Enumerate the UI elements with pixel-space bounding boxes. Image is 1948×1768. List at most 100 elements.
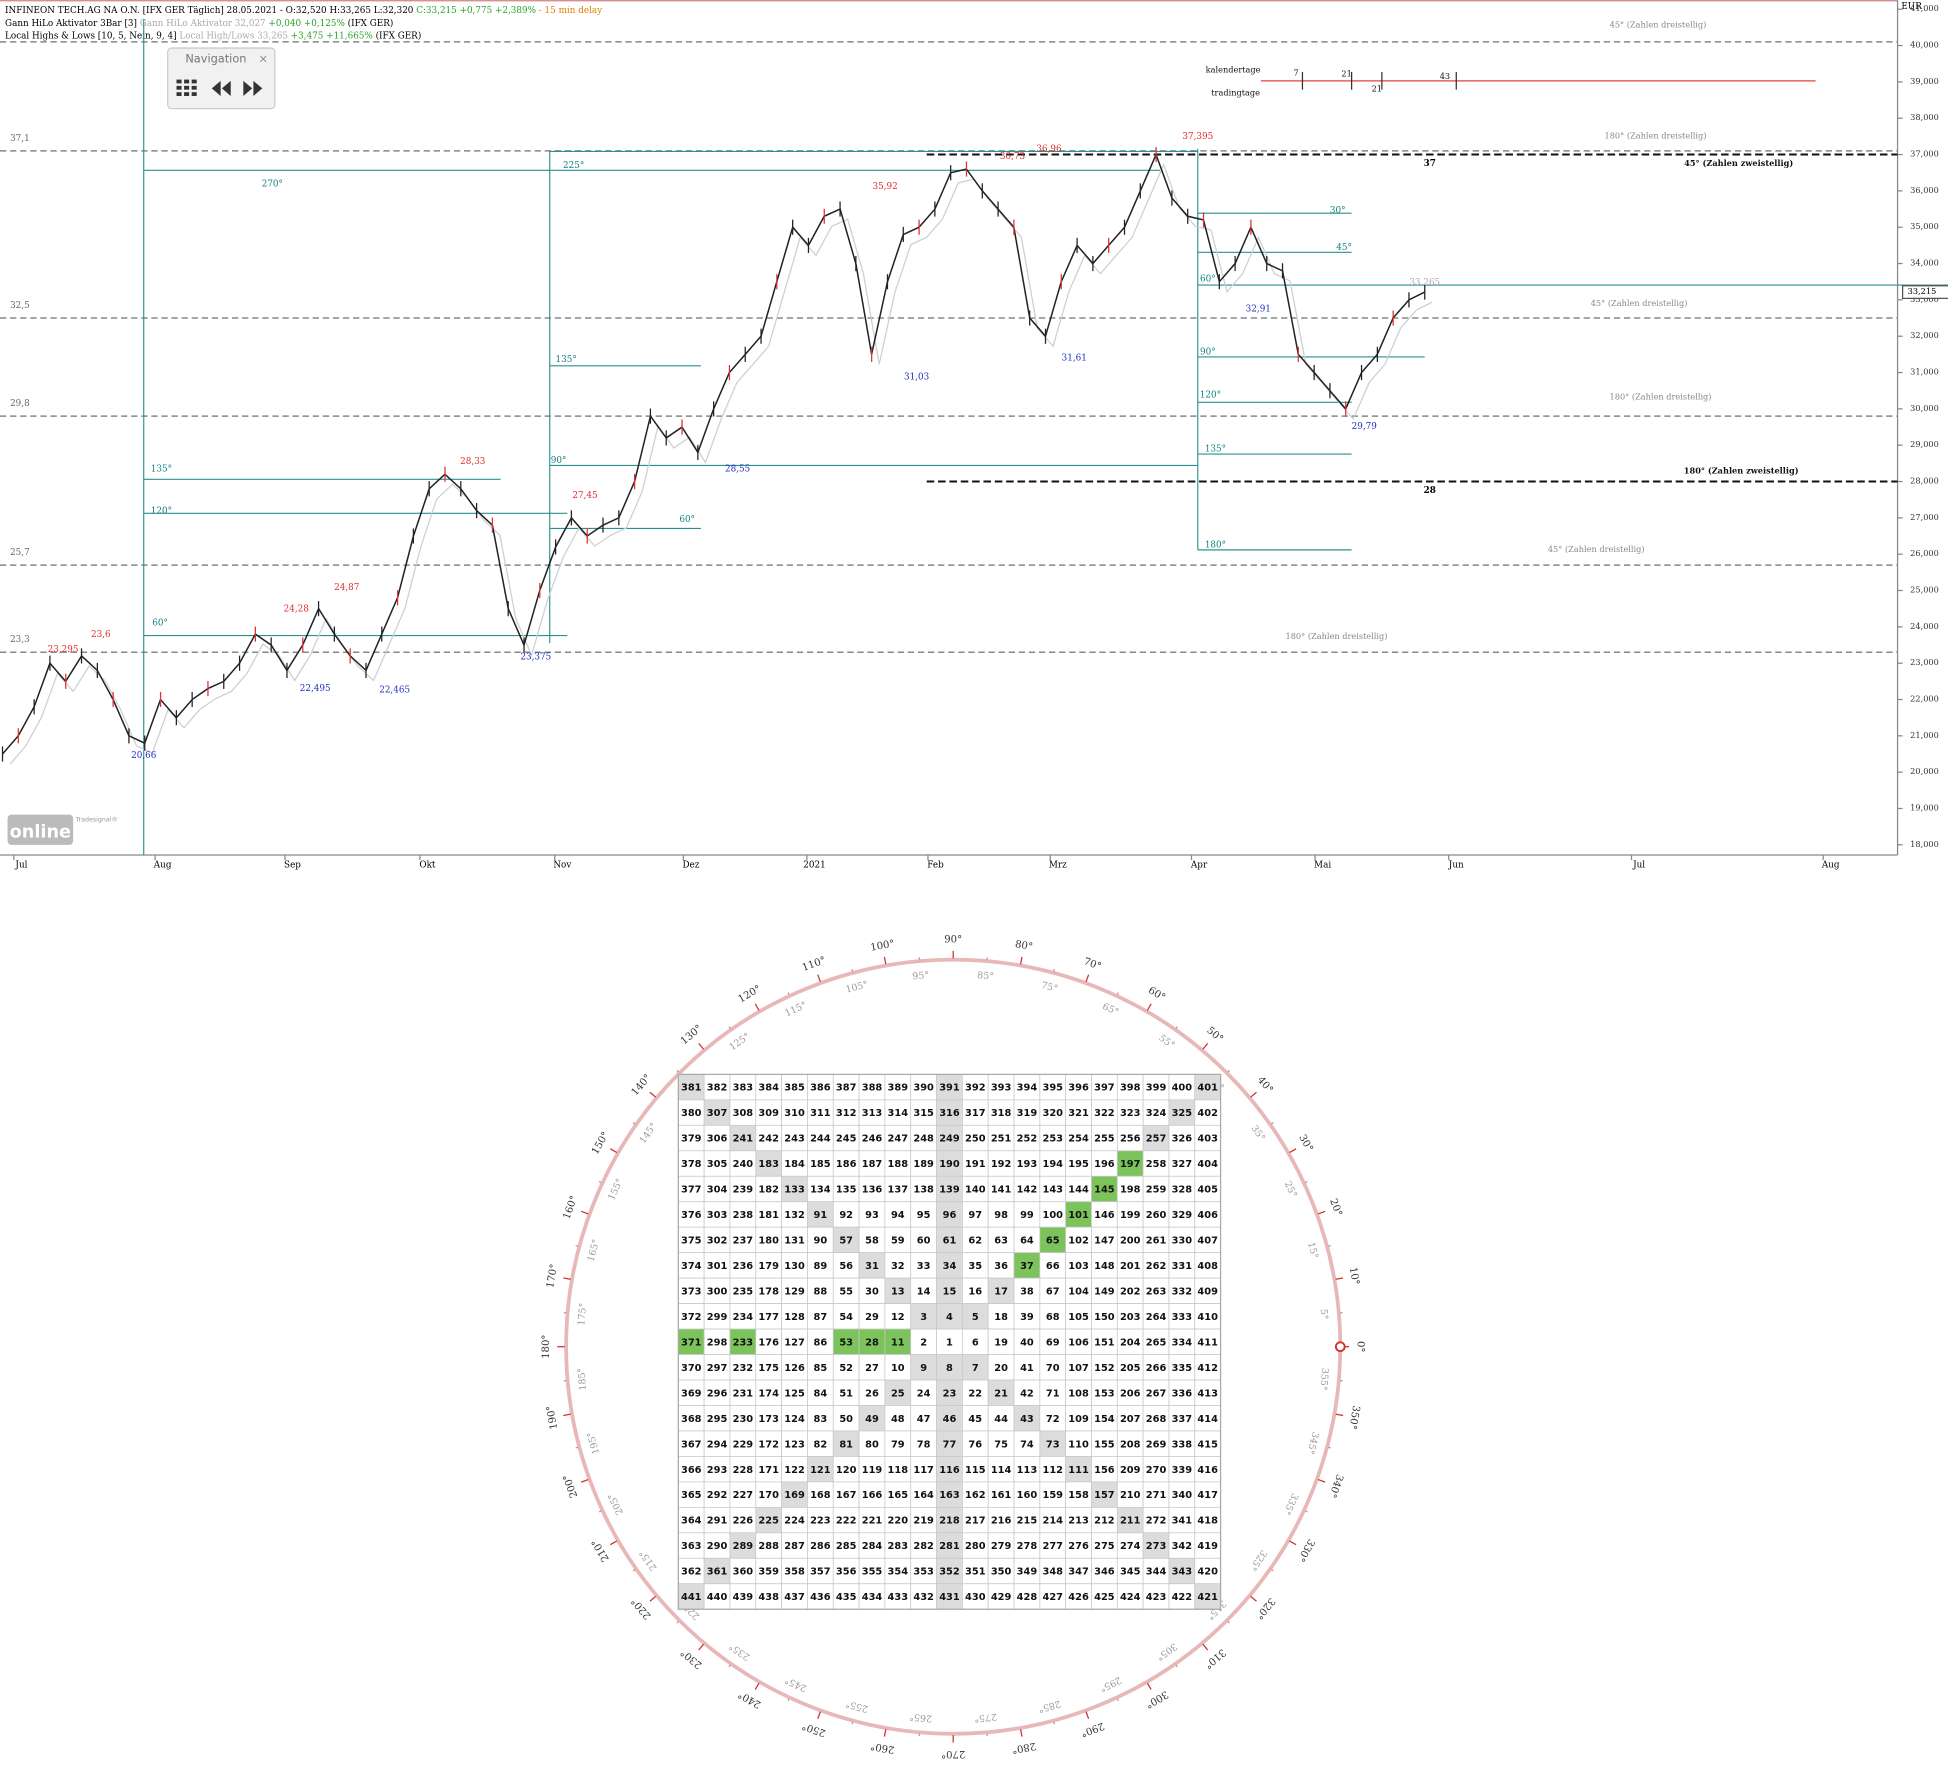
square-number: 86 (814, 1337, 828, 1348)
square-cell (832, 1252, 860, 1279)
square-number: 55 (839, 1287, 853, 1298)
square-number: 408 (1197, 1261, 1218, 1272)
square-number: 404 (1197, 1159, 1218, 1170)
back-button[interactable] (211, 80, 231, 96)
square-number: 31 (865, 1261, 879, 1272)
degree-tick (1053, 1721, 1055, 1725)
square-number: 326 (1172, 1134, 1193, 1145)
square-number: 79 (891, 1439, 905, 1450)
square-number: 430 (965, 1592, 986, 1603)
square-cell (755, 1074, 782, 1101)
square-number: 406 (1197, 1210, 1218, 1221)
square-number: 252 (1017, 1134, 1038, 1145)
annotation: 135° (1205, 445, 1226, 455)
square-number: 383 (733, 1083, 754, 1094)
square-number: 91 (814, 1210, 828, 1221)
square-number: 367 (681, 1439, 702, 1450)
header-text: (IFX GER) (373, 30, 421, 41)
square-number: 282 (913, 1541, 934, 1552)
square-number: 143 (1042, 1185, 1063, 1196)
square-cell (1091, 1175, 1118, 1203)
level-label: 37,1 (10, 134, 30, 144)
degree-tick (676, 1069, 680, 1073)
square-number: 37 (1020, 1261, 1034, 1272)
annotation: 21 (1372, 84, 1382, 94)
square-number: 386 (810, 1083, 831, 1094)
square-number: 51 (839, 1388, 853, 1399)
square-number: 173 (758, 1414, 779, 1425)
square-cell (1065, 1583, 1092, 1610)
square-number: 365 (681, 1490, 702, 1501)
square-number: 399 (1146, 1083, 1167, 1094)
square-cell (1168, 1226, 1196, 1254)
square-number: 84 (814, 1388, 828, 1399)
degree-tick (1116, 1698, 1119, 1702)
square-cell (1039, 1124, 1067, 1152)
square-number: 167 (836, 1490, 857, 1501)
square-cell (729, 1354, 757, 1381)
square-cell (703, 1303, 731, 1330)
square-cell (729, 1532, 757, 1559)
square-cell (910, 1354, 937, 1381)
square-number: 258 (1146, 1159, 1167, 1170)
square-cell (703, 1583, 731, 1610)
square-number: 393 (991, 1083, 1012, 1094)
degree-tick (1175, 1026, 1178, 1029)
y-tick-label: 21,000 (1910, 730, 1939, 740)
square-cell (755, 1379, 782, 1406)
square-cell (807, 1201, 834, 1228)
square-cell (729, 1150, 757, 1177)
square-number: 145 (1094, 1185, 1115, 1196)
square-number: 281 (939, 1541, 960, 1552)
square-cell (807, 1277, 834, 1304)
square-number: 147 (1094, 1236, 1115, 1247)
y-tick-label: 34,000 (1910, 258, 1939, 268)
close-button[interactable]: × (258, 51, 268, 65)
square-cell (910, 1481, 937, 1508)
square-number: 302 (707, 1236, 728, 1247)
square-cell (807, 1354, 834, 1381)
square-number: 213 (1068, 1516, 1089, 1527)
square-cell (755, 1506, 782, 1534)
square-number: 231 (733, 1388, 754, 1399)
square-number: 332 (1172, 1287, 1193, 1298)
black-level-label: 28 (1424, 486, 1436, 496)
square-number: 261 (1146, 1236, 1167, 1247)
degree-tick (610, 1148, 618, 1154)
square-number: 401 (1197, 1083, 1218, 1094)
square-number: 279 (991, 1541, 1012, 1552)
annotation: 23,375 (520, 653, 551, 663)
degree-tick (1304, 1510, 1308, 1513)
square-number: 352 (939, 1567, 960, 1578)
grid-button[interactable] (176, 79, 197, 96)
square-number: 99 (1020, 1210, 1034, 1221)
square-number: 34 (943, 1261, 957, 1272)
square-number: 398 (1120, 1083, 1141, 1094)
square-number: 122 (784, 1465, 805, 1476)
degree-tick (787, 1698, 790, 1702)
annotation: 28,33 (460, 457, 485, 467)
square-cell (858, 1532, 886, 1559)
square-number: 345 (1120, 1567, 1141, 1578)
degree-label: 70° (1082, 955, 1103, 972)
degree-tick (649, 1091, 657, 1098)
square-number: 202 (1120, 1287, 1141, 1298)
square-number: 211 (1120, 1516, 1141, 1527)
square-number: 385 (784, 1083, 805, 1094)
square-cell (884, 1150, 912, 1177)
square-number: 151 (1094, 1337, 1115, 1348)
square-cell (1116, 1354, 1144, 1381)
square-cell (677, 1303, 705, 1330)
square-number: 107 (1068, 1363, 1089, 1374)
degree-label: 265° (909, 1711, 933, 1724)
square-number: 388 (862, 1083, 883, 1094)
square-number: 437 (784, 1592, 805, 1603)
forward-button[interactable] (243, 80, 263, 96)
square-number: 225 (758, 1516, 779, 1527)
square-number: 140 (965, 1185, 986, 1196)
square-cell (1039, 1099, 1067, 1126)
square-cell (1013, 1532, 1041, 1559)
y-tick-label: 25,000 (1910, 585, 1939, 595)
square-number: 77 (943, 1439, 957, 1450)
y-tick-label: 38,000 (1910, 112, 1939, 122)
